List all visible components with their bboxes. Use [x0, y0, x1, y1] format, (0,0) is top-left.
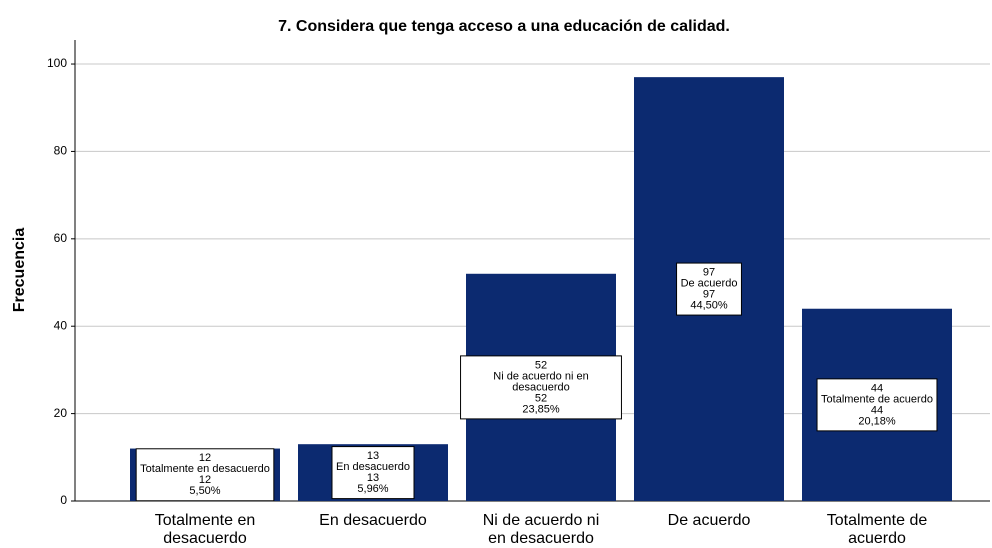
x-tick-line: en desacuerdo: [488, 530, 594, 547]
data-label-text: 5,96%: [357, 483, 388, 495]
y-tick-label: 80: [54, 144, 68, 158]
y-tick-label: 40: [54, 318, 68, 332]
data-label-box: [676, 262, 742, 316]
x-tick-label: En desacuerdo: [319, 512, 427, 529]
x-tick-label: Totalmente en desacuerdo: [155, 512, 256, 547]
data-label-text: 13: [367, 450, 379, 462]
y-tick-label: 20: [54, 406, 68, 420]
x-tick-line: De acuerdo: [668, 512, 751, 529]
data-label-text: 44,50%: [690, 299, 728, 311]
data-label-text: 12: [199, 474, 211, 486]
x-tick-line: En desacuerdo: [319, 512, 427, 529]
data-label-box: [460, 355, 622, 420]
data-label-text: Totalmente en desacuerdo: [140, 463, 270, 475]
data-label-box: [331, 446, 415, 500]
x-tick-label: Ni de acuerdo ni en desacuerdo: [483, 512, 600, 547]
data-label-box: [135, 448, 275, 502]
x-tick-line: Totalmente de: [827, 512, 928, 529]
data-label-text: 13: [367, 472, 379, 484]
x-tick-label: De acuerdo: [668, 512, 751, 529]
data-label-text: 52: [535, 392, 547, 404]
data-label-text: 44: [871, 382, 883, 394]
data-label-text: 52: [535, 359, 547, 371]
y-axis-label: Frecuencia: [11, 228, 28, 313]
y-tick-label: 60: [54, 231, 68, 245]
data-label-box: [816, 378, 938, 432]
data-label-text: 97: [703, 288, 715, 300]
data-label-text: En desacuerdo: [336, 461, 410, 473]
data-label-text: 5,50%: [189, 485, 220, 497]
data-label-text: De acuerdo: [681, 277, 738, 289]
data-label-text: 20,18%: [858, 415, 896, 427]
x-tick-label: Totalmente de acuerdo: [827, 512, 928, 547]
data-label-text: 44: [871, 404, 883, 416]
data-label-text: 12: [199, 452, 211, 464]
data-label-line: Ni de acuerdo ni en: [493, 370, 588, 382]
data-label-line: desacuerdo: [512, 381, 570, 393]
x-tick-line: Ni de acuerdo ni: [483, 512, 600, 529]
data-label-text: 97: [703, 266, 715, 278]
x-tick-line: acuerdo: [848, 530, 906, 547]
data-label-text: Totalmente de acuerdo: [821, 393, 933, 405]
data-label-text: 23,85%: [522, 403, 560, 415]
y-tick-label: 100: [47, 56, 67, 70]
chart-title: 7. Considera que tenga acceso a una educ…: [278, 18, 730, 35]
x-tick-line: desacuerdo: [163, 530, 247, 547]
x-tick-line: Totalmente en: [155, 512, 256, 529]
y-tick-label: 0: [60, 493, 67, 507]
data-label-text: Ni de acuerdo ni en desacuerdo: [493, 370, 588, 393]
